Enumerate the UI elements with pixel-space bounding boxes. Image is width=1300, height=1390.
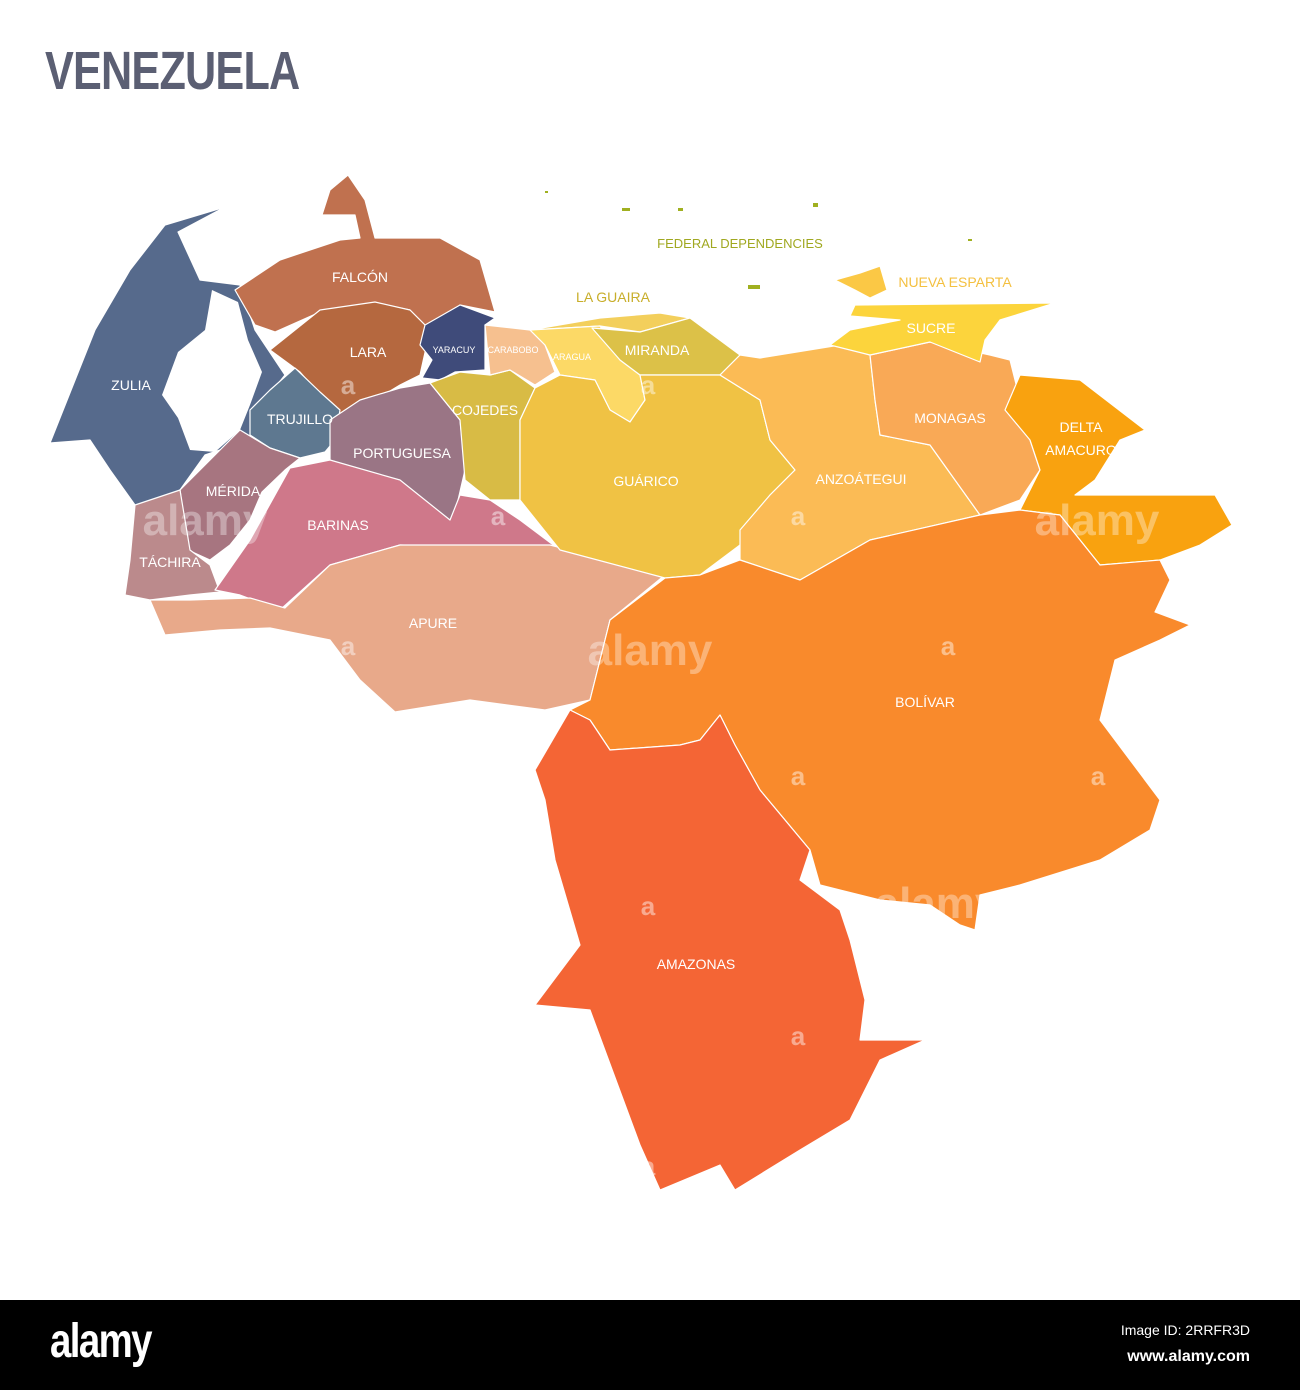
site-url: www.alamy.com	[1127, 1348, 1250, 1365]
watermark-letter: a	[791, 761, 806, 791]
state-sucre[interactable]	[829, 302, 1056, 363]
label-lara: LARA	[350, 344, 387, 360]
state-tachira[interactable]	[124, 489, 221, 601]
label-apure: APURE	[409, 615, 457, 631]
label-amazonas: AMAZONAS	[657, 956, 736, 972]
label-falcon: FALCÓN	[332, 269, 388, 285]
state-delta-amacuro[interactable]	[1004, 374, 1233, 566]
label-anzoategui: ANZOÁTEGUI	[815, 471, 906, 487]
watermark: alamy	[143, 496, 268, 545]
label-zulia: ZULIA	[111, 377, 151, 393]
label-monagas: MONAGAS	[914, 410, 986, 426]
label-guarico: GUÁRICO	[613, 473, 678, 489]
lake-maracaibo	[162, 290, 262, 452]
state-nueva-esparta[interactable]	[834, 265, 888, 299]
label-delta-amacuro-line1: DELTA	[1059, 419, 1103, 435]
watermark-letter: a	[341, 631, 356, 661]
watermark-letter: a	[641, 1151, 656, 1181]
state-merida[interactable]	[179, 429, 301, 561]
image-id: Image ID: 2RRFR3D	[1120, 1322, 1250, 1338]
watermark: alamy	[875, 879, 1000, 928]
label-bolivar: BOLÍVAR	[895, 694, 955, 710]
label-aragua: ARAGUA	[553, 352, 591, 362]
watermark-letter: a	[791, 1021, 806, 1051]
label-merida: MÉRIDA	[206, 483, 261, 499]
label-yaracuy: YARACUY	[433, 345, 476, 355]
label-carabobo: CARABOBO	[487, 345, 538, 355]
label-federal-dependencies: FEDERAL DEPENDENCIES	[657, 236, 823, 251]
label-tachira: TÁCHIRA	[139, 554, 201, 570]
watermark-letter: a	[641, 891, 656, 921]
label-portuguesa: PORTUGUESA	[353, 445, 451, 461]
watermark-letter: a	[941, 631, 956, 661]
watermark: alamy	[588, 626, 713, 675]
watermark-letter: a	[1091, 761, 1106, 791]
watermark-letter: a	[341, 370, 356, 400]
watermark: alamy	[1035, 496, 1160, 545]
federal-dependencies-islands[interactable]	[545, 191, 972, 289]
label-miranda: MIRANDA	[625, 342, 690, 358]
label-barinas: BARINAS	[307, 517, 368, 533]
label-delta-amacuro-line2: AMACURO	[1045, 442, 1117, 458]
label-la-guaira: LA GUAIRA	[576, 289, 651, 305]
label-trujillo: TRUJILLO	[267, 411, 333, 427]
map-title: VENEZUELA	[45, 41, 300, 101]
watermark-letter: a	[491, 501, 506, 531]
state-yaracuy[interactable]	[419, 304, 496, 381]
watermark-letter: a	[641, 370, 656, 400]
label-nueva-esparta: NUEVA ESPARTA	[898, 274, 1012, 290]
label-sucre: SUCRE	[906, 320, 955, 336]
watermark-letter: a	[791, 501, 806, 531]
footer-bar: alamy Image ID: 2RRFR3D www.alamy.com	[0, 1300, 1300, 1390]
state-amazonas[interactable]	[534, 709, 926, 1191]
label-cojedes: COJEDES	[452, 402, 518, 418]
alamy-logo: alamy	[50, 1315, 152, 1368]
venezuela-map: ZULIA FALCÓN LARA YARACUY CARABOBO ARAGU…	[49, 174, 1233, 1191]
